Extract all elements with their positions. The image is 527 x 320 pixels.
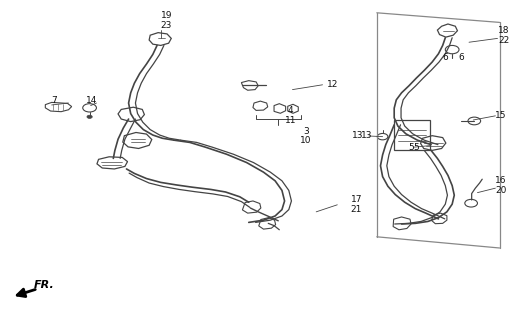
Text: 19
23: 19 23 [161,12,172,30]
Text: 18
22: 18 22 [498,26,510,44]
Text: 13: 13 [352,132,364,140]
Text: 6: 6 [443,53,448,62]
Text: 7: 7 [52,96,57,105]
Text: 3
10: 3 10 [300,127,312,145]
Text: 5: 5 [408,143,414,152]
Text: FR.: FR. [34,280,55,290]
Text: 15: 15 [495,111,507,120]
Text: 6: 6 [458,53,464,62]
Circle shape [87,115,92,118]
Text: 4
11: 4 11 [285,106,296,124]
Text: 17
21: 17 21 [350,196,362,214]
Text: 5: 5 [414,143,419,152]
Text: 13: 13 [361,132,373,140]
Text: 12: 12 [327,80,338,89]
Text: 16
20: 16 20 [495,176,507,195]
Text: 14: 14 [86,96,97,105]
